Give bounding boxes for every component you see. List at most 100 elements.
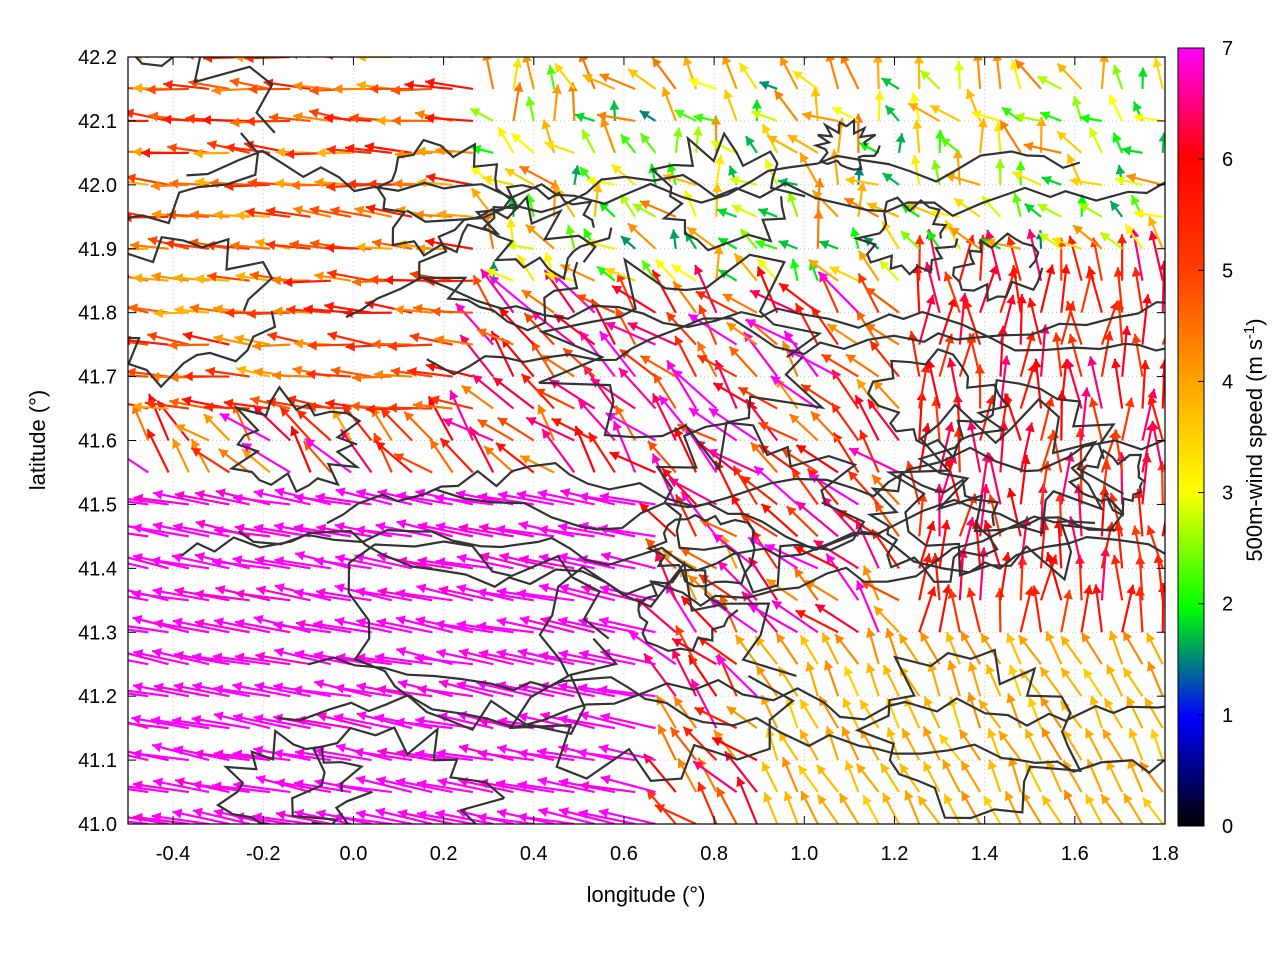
wind-vector-head (434, 335, 445, 345)
wind-vector-head (495, 779, 506, 790)
wind-vector-head (707, 449, 718, 459)
wind-vector-head (517, 812, 528, 823)
terrain-contour (128, 235, 277, 389)
wind-vector-head (652, 57, 662, 68)
wind-vector-head (1040, 696, 1050, 707)
wind-vector-head (294, 588, 304, 599)
wind-vector-head (70, 523, 80, 533)
wind-vector-head (92, 81, 101, 91)
wind-vector-head (1137, 67, 1148, 77)
wind-vector-head (688, 314, 699, 324)
wind-vector-head (496, 648, 507, 659)
wind-vector-head (882, 173, 893, 183)
wind-vector-head (800, 790, 810, 802)
wind-vector-head (1061, 635, 1071, 647)
wind-vector-head (394, 453, 405, 463)
wind-vector-head (718, 238, 729, 247)
wind-vector-head (543, 252, 554, 263)
wind-vector-head (1110, 201, 1120, 212)
wind-vector-head (1148, 216, 1158, 227)
wind-vector-shaft (836, 57, 839, 58)
wind-vector-head (1146, 525, 1156, 536)
wind-vector-shaft (668, 477, 717, 506)
wind-vector-head (498, 127, 508, 138)
wind-vector-shaft (417, 687, 474, 698)
terrain-contour (852, 196, 959, 276)
wind-vector-head (218, 448, 229, 459)
wind-vector-shaft (133, 496, 190, 506)
wind-vector-head (1062, 589, 1073, 600)
wind-vector-shaft (1037, 57, 1042, 59)
wind-vector-head (856, 310, 866, 321)
wind-vector-head (697, 782, 707, 793)
wind-vector-head (253, 714, 264, 724)
wind-vector-head (449, 390, 459, 401)
wind-vector-shaft (1141, 57, 1143, 58)
wind-vector-head (599, 616, 609, 627)
wind-vector-head (582, 129, 591, 140)
wind-vector-head (789, 259, 800, 269)
wind-vector-shaft (1019, 57, 1021, 58)
x-tick-label: 1.0 (790, 843, 818, 865)
wind-vector-head (672, 638, 683, 648)
wind-vector-head (254, 555, 265, 566)
wind-vector-head (245, 207, 255, 218)
wind-vector-shaft (795, 500, 839, 538)
wind-vector-head (430, 439, 440, 450)
wind-vector-head (324, 301, 335, 312)
wind-vector-head (1052, 332, 1063, 342)
wind-vector-head (397, 809, 408, 819)
wind-vector-head (1049, 429, 1060, 440)
wind-vector-head (369, 83, 379, 94)
terrain-contour (854, 648, 1083, 820)
wind-vector-head (429, 395, 440, 406)
wind-vector-head (764, 159, 774, 170)
wind-vector-head (334, 583, 345, 593)
wind-vector-head (333, 84, 343, 95)
wind-vector-head (761, 761, 771, 773)
wind-vector-shaft (593, 57, 595, 58)
wind-vector-head (334, 521, 345, 532)
wind-vector-head (147, 236, 158, 246)
wind-vector-head (946, 357, 957, 368)
wind-vector-head (234, 618, 245, 629)
wind-vector-head (390, 366, 401, 377)
wind-vector-shaft (1077, 57, 1082, 59)
wind-vector-head (245, 116, 255, 127)
wind-vector-shaft (172, 810, 230, 824)
wind-vector-head (497, 744, 508, 755)
wind-vector-head (128, 303, 138, 314)
wind-vector-head (538, 524, 549, 535)
wind-vector-head (959, 292, 969, 303)
wind-vector-head (601, 551, 612, 562)
wind-vector-head (731, 204, 742, 214)
wind-vector-head (182, 331, 193, 341)
wind-vector-head (172, 438, 182, 449)
wind-vector-shaft (476, 590, 534, 602)
wind-vector-shaft (600, 650, 656, 666)
wind-vector-head (436, 748, 446, 759)
wind-vector-head (192, 681, 203, 692)
wind-vector-head (273, 620, 283, 631)
wind-vector-shaft (538, 808, 595, 824)
wind-vector-shaft (253, 716, 311, 730)
wind-vector-head (716, 787, 726, 798)
wind-vector-shaft (128, 471, 129, 473)
wind-vector-head (472, 374, 483, 385)
wind-vector-head (378, 57, 380, 58)
wind-vector-head (1003, 393, 1013, 404)
wind-vector-head (313, 650, 324, 661)
wind-vector-head (1089, 127, 1099, 138)
wind-vector-head (504, 168, 516, 178)
wind-vector-head (174, 305, 184, 316)
wind-vector-head (415, 488, 426, 499)
wind-vector-shaft (254, 683, 311, 698)
wind-vector-shaft (516, 591, 575, 602)
wind-vector-head (971, 110, 982, 120)
wind-vector-head (1089, 695, 1100, 706)
wind-vector-head (93, 711, 103, 721)
wind-vector-head (249, 270, 260, 281)
wind-vector-head (867, 399, 878, 410)
wind-vector-head (984, 795, 993, 807)
colorbar: 0 1 2 3 4 5 6 7 500m-wind speed (m s-1) (1177, 38, 1267, 838)
